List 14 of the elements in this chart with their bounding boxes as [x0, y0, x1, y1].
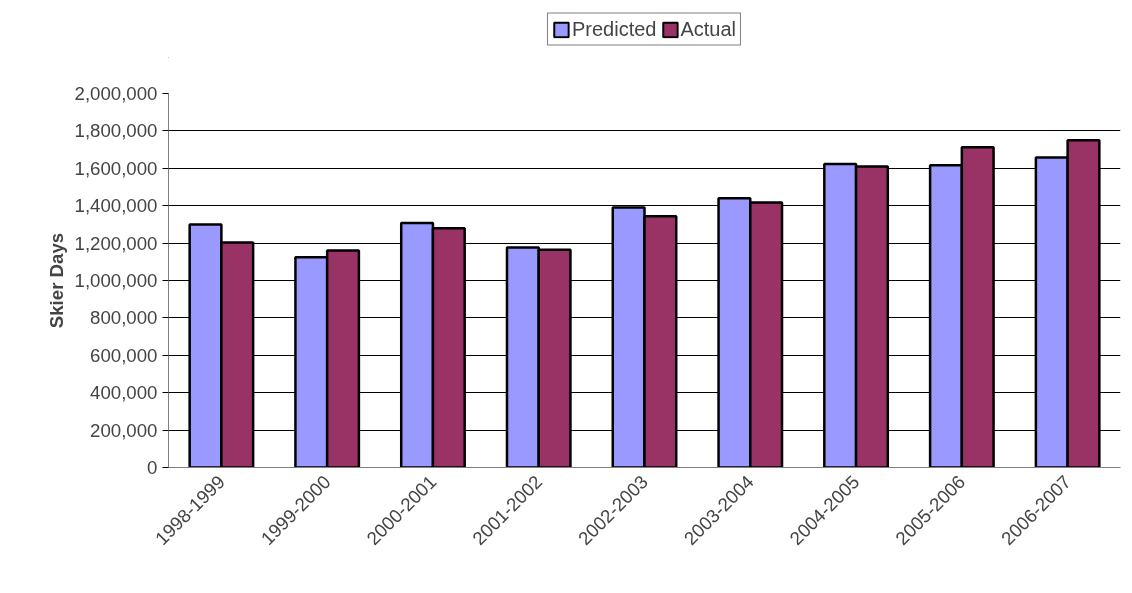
y-tick-label: 1,000,000 [74, 270, 158, 291]
y-axis-title: Skier Days [45, 232, 67, 329]
y-tick-label: 400,000 [90, 382, 158, 404]
y-tick-label: 1,200,000 [74, 232, 158, 254]
y-tick-label: 1,600,000 [74, 157, 158, 179]
y-tick-label: 800,000 [90, 307, 158, 329]
legend-label: Actual [680, 17, 737, 41]
y-tick-label: 2,000,000 [74, 83, 158, 104]
y-tick-label: 0 [147, 457, 158, 478]
y-tick-label: 1,400,000 [74, 195, 158, 217]
legend-label: Predicted [571, 17, 657, 41]
y-tick-label: 200,000 [90, 419, 158, 441]
y-tick-label: 600,000 [90, 344, 158, 366]
y-tick-label: 1,800,000 [74, 120, 158, 142]
